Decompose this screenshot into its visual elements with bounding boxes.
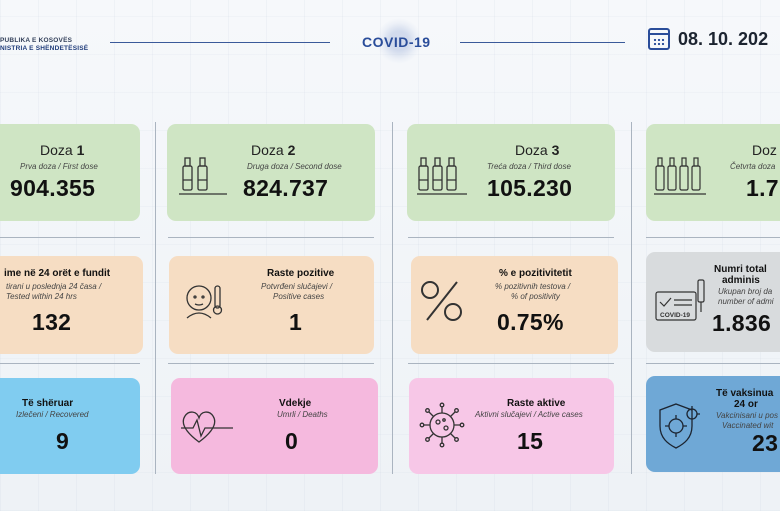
active-cases-title: Raste aktive: [507, 398, 566, 409]
dose-2-value: 824.737: [243, 175, 329, 201]
total-administered-subtitle-2: number of admi: [718, 297, 774, 306]
deaths-title: Vdekje: [279, 398, 312, 409]
dose-4-subtitle: Četvrta doza: [730, 162, 776, 171]
vaccine-vials-icon: [417, 157, 467, 195]
dose-1-subtitle: Prva doza / First dose: [20, 162, 98, 171]
heartbeat-icon: [181, 411, 233, 443]
vaccinated-24h-subtitle-1: Vakcinisani u pos: [716, 411, 778, 420]
dose-2-title: Doza 2: [251, 142, 296, 158]
dose-3-value: 105.230: [487, 175, 573, 201]
deaths-card: Vdekje Umrli / Deaths 0: [171, 378, 378, 474]
dose-1-value: 904.355: [10, 175, 96, 201]
tested-title: ime në 24 orët e fundit: [4, 268, 111, 279]
deaths-value: 0: [285, 428, 299, 454]
active-cases-card: Raste aktive Aktivni slučajevi / Active …: [409, 378, 614, 474]
virus-icon: [419, 402, 465, 448]
row-divider: [168, 363, 374, 364]
covid-certificate-icon: COVID-19: [655, 279, 705, 321]
ministry-line-1: PUBLIKA E KOSOVËS: [0, 37, 73, 44]
ministry-line-2: NISTRIA E SHËNDETËSISË: [0, 45, 89, 52]
dose-4-card: Doz Četvrta doza 1.7: [646, 124, 780, 221]
total-administered-title-2: adminis: [722, 275, 760, 286]
header: PUBLIKA E KOSOVËS NISTRIA E SHËNDETËSISË…: [0, 0, 780, 90]
dose-1-title: Doza 1: [40, 142, 85, 158]
covid-title: COVID-19: [362, 18, 431, 64]
positive-cases-value: 1: [289, 309, 303, 335]
tested-subtitle-1: tirani u poslednja 24 časa /: [6, 282, 102, 291]
row-divider: [408, 363, 614, 364]
dose-2-card: Doza 2 Druga doza / Second dose 824.737: [167, 124, 375, 221]
vaccinated-24h-value: 23: [752, 430, 779, 456]
row-divider: [646, 363, 780, 364]
dose-3-subtitle: Treća doza / Third dose: [487, 162, 571, 171]
header-divider-left: [110, 42, 330, 43]
total-administered-card: COVID-19 Numri total adminis Ukupan broj…: [646, 252, 780, 352]
vaccine-vials-icon: [654, 157, 706, 195]
vaccinated-24h-subtitle-2: Vaccinated wit: [722, 421, 774, 430]
recovered-value: 9: [56, 428, 70, 454]
total-administered-value: 1.836: [712, 310, 772, 336]
ministry-logo-text: PUBLIKA E KOSOVËS NISTRIA E SHËNDETËSISË: [0, 37, 88, 53]
tested-value: 132: [32, 309, 72, 335]
dose-3-title: Doza 3: [515, 142, 560, 158]
date-display: 08. 10. 202: [648, 28, 768, 50]
dose-4-title: Doz: [752, 142, 777, 158]
column-divider-2: [392, 122, 393, 474]
recovered-title: Të shëruar: [22, 398, 74, 409]
total-administered-subtitle-1: Ukupan broj da: [718, 287, 773, 296]
row-divider: [168, 237, 374, 238]
recovered-card: Të shëruar Izlečeni / Recovered 9: [0, 378, 140, 474]
header-divider-right: [460, 42, 625, 43]
vaccinated-24h-title-2: 24 or: [734, 399, 758, 410]
positive-cases-subtitle-2: Positive cases: [273, 292, 325, 301]
percent-icon: [421, 281, 462, 321]
deaths-subtitle: Umrli / Deaths: [277, 410, 328, 419]
calendar-icon: [648, 28, 670, 50]
tested-card: ime në 24 orët e fundit tirani u posledn…: [0, 256, 143, 354]
dose-1-card: Doza 1 Prva doza / First dose 904.355: [0, 124, 140, 221]
positive-cases-card: Raste pozitive Potvrđeni slučajevi / Pos…: [169, 256, 374, 354]
total-administered-title: Numri total: [714, 264, 767, 275]
dose-3-card: Doza 3 Treća doza / Third dose 105.230: [407, 124, 615, 221]
tested-subtitle-2: Tested within 24 hrs: [6, 292, 77, 301]
positivity-value: 0.75%: [497, 309, 564, 335]
thermometer-person-icon: [186, 285, 223, 319]
row-divider: [408, 237, 614, 238]
positive-cases-subtitle-1: Potvrđeni slučajevi /: [261, 282, 333, 291]
row-divider: [0, 237, 140, 238]
certificate-label: COVID-19: [660, 312, 690, 319]
vaccinated-24h-title: Të vaksinua: [716, 388, 774, 399]
positivity-card: % e pozitivitetit % pozitivnih testova /…: [411, 256, 618, 354]
column-divider-1: [155, 122, 156, 474]
active-cases-value: 15: [517, 428, 544, 454]
positivity-title: % e pozitivitetit: [499, 268, 572, 279]
row-divider: [0, 363, 140, 364]
dose-2-subtitle: Druga doza / Second dose: [247, 162, 342, 171]
dose-4-value: 1.7: [746, 175, 779, 201]
vaccinated-24h-card: Të vaksinua 24 or Vakcinisani u pos Vacc…: [646, 376, 780, 472]
active-cases-subtitle: Aktivni slučajevi / Active cases: [475, 410, 583, 419]
vaccine-vials-icon: [179, 157, 227, 195]
covid-label: COVID-19: [362, 34, 431, 50]
date-text: 08. 10. 202: [678, 28, 769, 49]
row-divider: [646, 237, 780, 238]
column-divider-3: [631, 122, 632, 474]
positivity-subtitle-2: % of positivity: [511, 292, 560, 301]
positivity-subtitle-1: % pozitivnih testova /: [495, 282, 571, 291]
recovered-subtitle: Izlečeni / Recovered: [16, 410, 89, 419]
shield-virus-icon: [659, 403, 700, 449]
positive-cases-title: Raste pozitive: [267, 268, 335, 279]
